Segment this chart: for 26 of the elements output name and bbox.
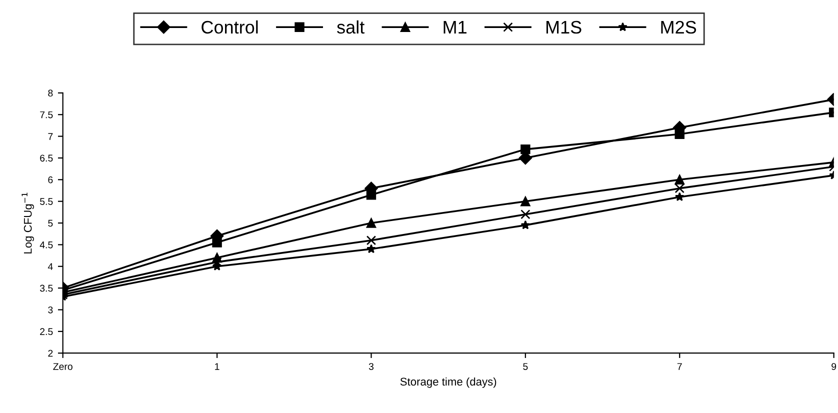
x-tick-label: 5 [523, 363, 528, 370]
y-tick-label: 5 [48, 220, 53, 227]
y-tick-label: 7 [48, 133, 53, 140]
x-axis-title: Storage time (days) [400, 377, 496, 388]
y-tick-label: 4 [48, 263, 53, 270]
x-tick-label: 7 [677, 363, 682, 370]
x-tick-label: 1 [215, 363, 220, 370]
legend-label: salt [337, 20, 365, 34]
y-tick-label: 2 [48, 350, 53, 357]
legend-label: M1S [546, 20, 582, 34]
y-tick-label: 7.5 [40, 111, 53, 118]
legend-label: M2S [661, 20, 696, 34]
legend-label: M1 [444, 21, 466, 34]
y-tick-label: 8 [48, 90, 53, 97]
legend-label: Control [202, 20, 258, 34]
x-tick-label: 9 [832, 363, 836, 370]
x-tick-label: Zero [53, 363, 72, 370]
x-tick-label: 3 [368, 363, 374, 370]
y-tick-label: 3.5 [40, 284, 53, 292]
y-tick-label: 2.5 [40, 328, 53, 336]
y-tick-label: 6.5 [40, 154, 53, 162]
y-tick-label: 3 [48, 306, 53, 314]
y-tick-label: 4.5 [40, 242, 53, 248]
y-tick-label: 6 [48, 176, 53, 184]
y-tick-label: 5.5 [40, 198, 53, 205]
y-axis-title: Log CFUg$^{−1}$ [22, 192, 34, 254]
